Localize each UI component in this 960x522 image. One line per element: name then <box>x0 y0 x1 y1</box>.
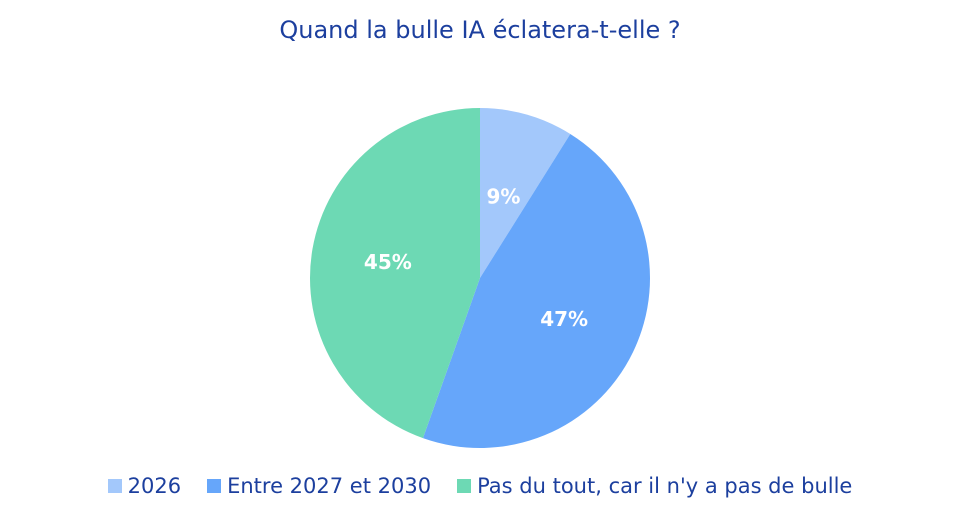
legend-label: 2026 <box>127 474 182 498</box>
data-label-0: 9% <box>487 184 521 208</box>
pie-slice-0 <box>480 108 571 278</box>
legend-item-0: 2026 <box>107 474 182 498</box>
legend-swatch <box>207 479 222 493</box>
legend: 2026 Entre 2027 et 2030 Pas du tout, car i… <box>0 474 960 498</box>
data-label-1: 47% <box>540 307 588 331</box>
legend-item-1: Entre 2027 et 2030 <box>207 474 431 498</box>
data-label-2: 45% <box>364 250 412 274</box>
legend-item-2: Pas du tout, car il n'y a pas de bulle <box>457 474 852 498</box>
pie-slice-2 <box>310 108 480 439</box>
legend-label: Pas du tout, car il n'y a pas de bulle <box>477 474 853 498</box>
legend-swatch <box>107 479 122 493</box>
legend-label: Entre 2027 et 2030 <box>227 474 432 498</box>
chart-title: Quand la bulle IA éclatera-t-elle ? <box>279 16 681 44</box>
legend-swatch <box>457 479 472 493</box>
pie-slice-1 <box>422 133 651 449</box>
